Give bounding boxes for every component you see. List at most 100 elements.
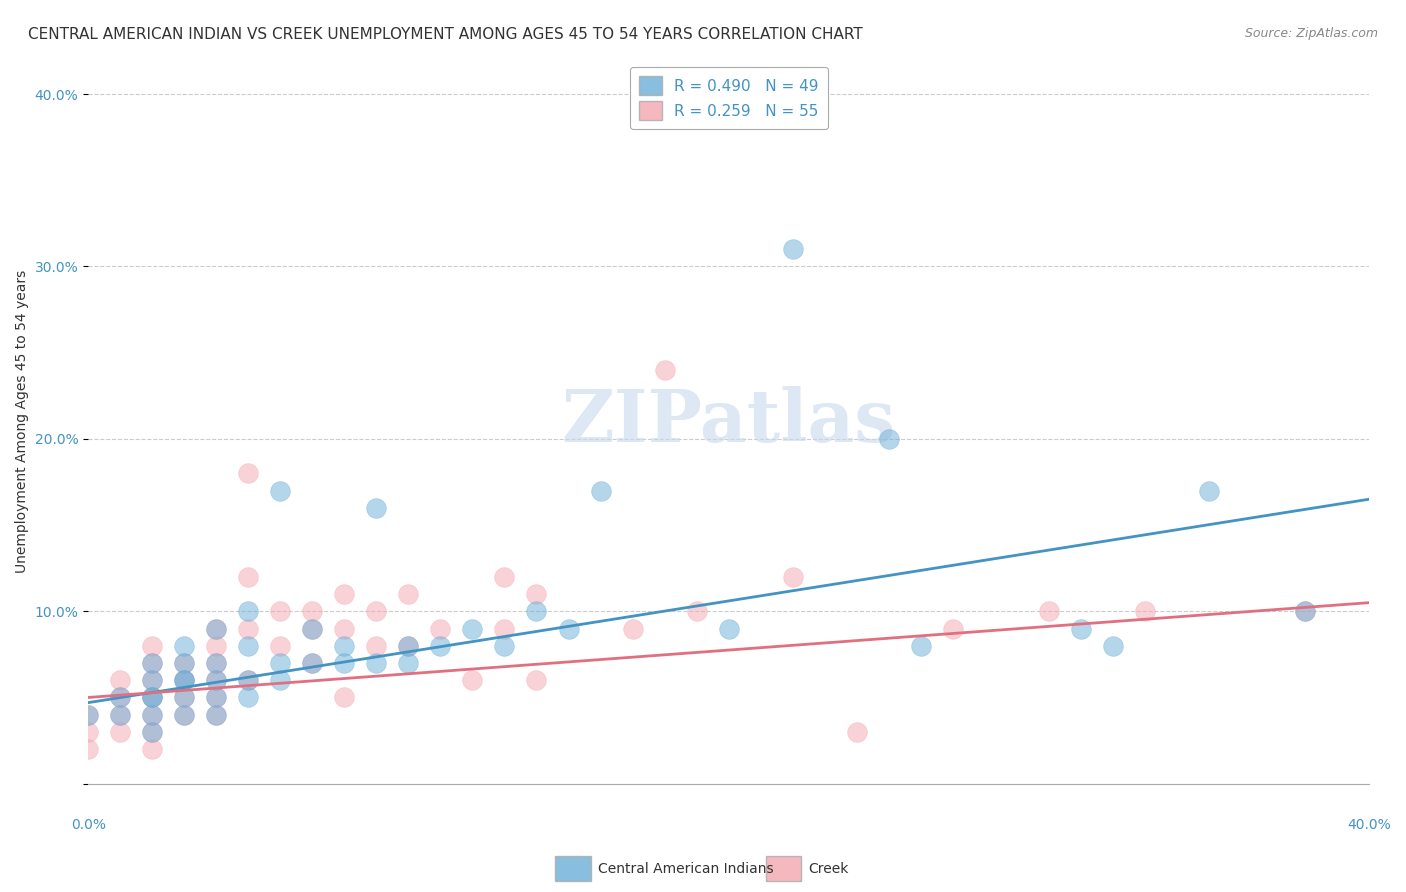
Point [141,673,163,688]
Point [238,622,260,636]
Text: CENTRAL AMERICAN INDIAN VS CREEK UNEMPLOYMENT AMONG AGES 45 TO 54 YEARS CORRELAT: CENTRAL AMERICAN INDIAN VS CREEK UNEMPLO… [28,27,863,42]
Point [1070,622,1092,636]
Point [782,570,804,584]
Text: Creek: Creek [808,862,849,876]
Point [1102,639,1125,653]
Point [557,622,579,636]
Point [461,622,484,636]
Point [108,690,131,705]
Point [461,673,484,688]
Point [238,673,260,688]
Point [366,639,388,653]
Point [205,622,228,636]
Point [141,690,163,705]
Point [1133,604,1156,618]
Point [269,483,291,498]
Point [173,656,195,670]
Point [238,639,260,653]
Point [717,622,740,636]
Point [108,725,131,739]
Point [141,725,163,739]
Point [205,707,228,722]
Point [621,622,644,636]
Point [141,656,163,670]
Point [108,707,131,722]
Point [173,707,195,722]
Text: Central American Indians: Central American Indians [598,862,773,876]
Point [526,604,548,618]
Point [205,656,228,670]
Point [845,725,868,739]
Point [877,432,900,446]
Point [333,656,356,670]
Point [108,707,131,722]
Point [366,500,388,515]
Point [173,639,195,653]
Point [1038,604,1060,618]
Point [301,622,323,636]
Point [269,604,291,618]
Point [173,707,195,722]
Point [366,604,388,618]
Point [494,570,516,584]
Point [910,639,932,653]
Point [429,622,451,636]
Point [173,673,195,688]
Point [269,656,291,670]
Point [108,673,131,688]
Point [396,587,419,601]
Y-axis label: Unemployment Among Ages 45 to 54 years: Unemployment Among Ages 45 to 54 years [15,270,30,574]
Point [173,690,195,705]
Point [141,742,163,756]
Point [205,673,228,688]
Point [141,656,163,670]
Point [173,690,195,705]
Point [141,690,163,705]
Text: ZIPatlas: ZIPatlas [561,386,896,457]
Point [238,467,260,481]
Point [526,587,548,601]
Point [1294,604,1316,618]
Point [238,673,260,688]
Point [526,673,548,688]
Point [77,707,100,722]
Point [429,639,451,653]
Point [238,690,260,705]
Point [77,707,100,722]
Point [1198,483,1220,498]
Point [173,656,195,670]
Point [205,622,228,636]
Point [942,622,965,636]
Point [205,656,228,670]
Point [77,742,100,756]
Point [494,622,516,636]
Point [396,656,419,670]
Point [589,483,612,498]
Point [205,690,228,705]
Point [238,570,260,584]
Point [141,707,163,722]
Point [1294,604,1316,618]
Point [301,656,323,670]
Point [77,725,100,739]
Point [301,622,323,636]
Point [301,604,323,618]
Point [173,673,195,688]
Text: 40.0%: 40.0% [1347,818,1391,832]
Text: 0.0%: 0.0% [70,818,105,832]
Point [238,604,260,618]
Point [269,639,291,653]
Point [494,639,516,653]
Point [205,690,228,705]
Point [333,622,356,636]
Point [141,673,163,688]
Point [141,707,163,722]
Legend: R = 0.490   N = 49, R = 0.259   N = 55: R = 0.490 N = 49, R = 0.259 N = 55 [630,67,828,129]
Point [396,639,419,653]
Point [205,639,228,653]
Point [141,690,163,705]
Point [141,725,163,739]
Point [333,690,356,705]
Point [205,673,228,688]
Text: Source: ZipAtlas.com: Source: ZipAtlas.com [1244,27,1378,40]
